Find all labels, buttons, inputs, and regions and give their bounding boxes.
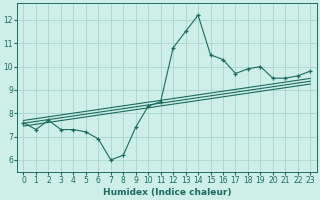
X-axis label: Humidex (Indice chaleur): Humidex (Indice chaleur) [103, 188, 231, 197]
